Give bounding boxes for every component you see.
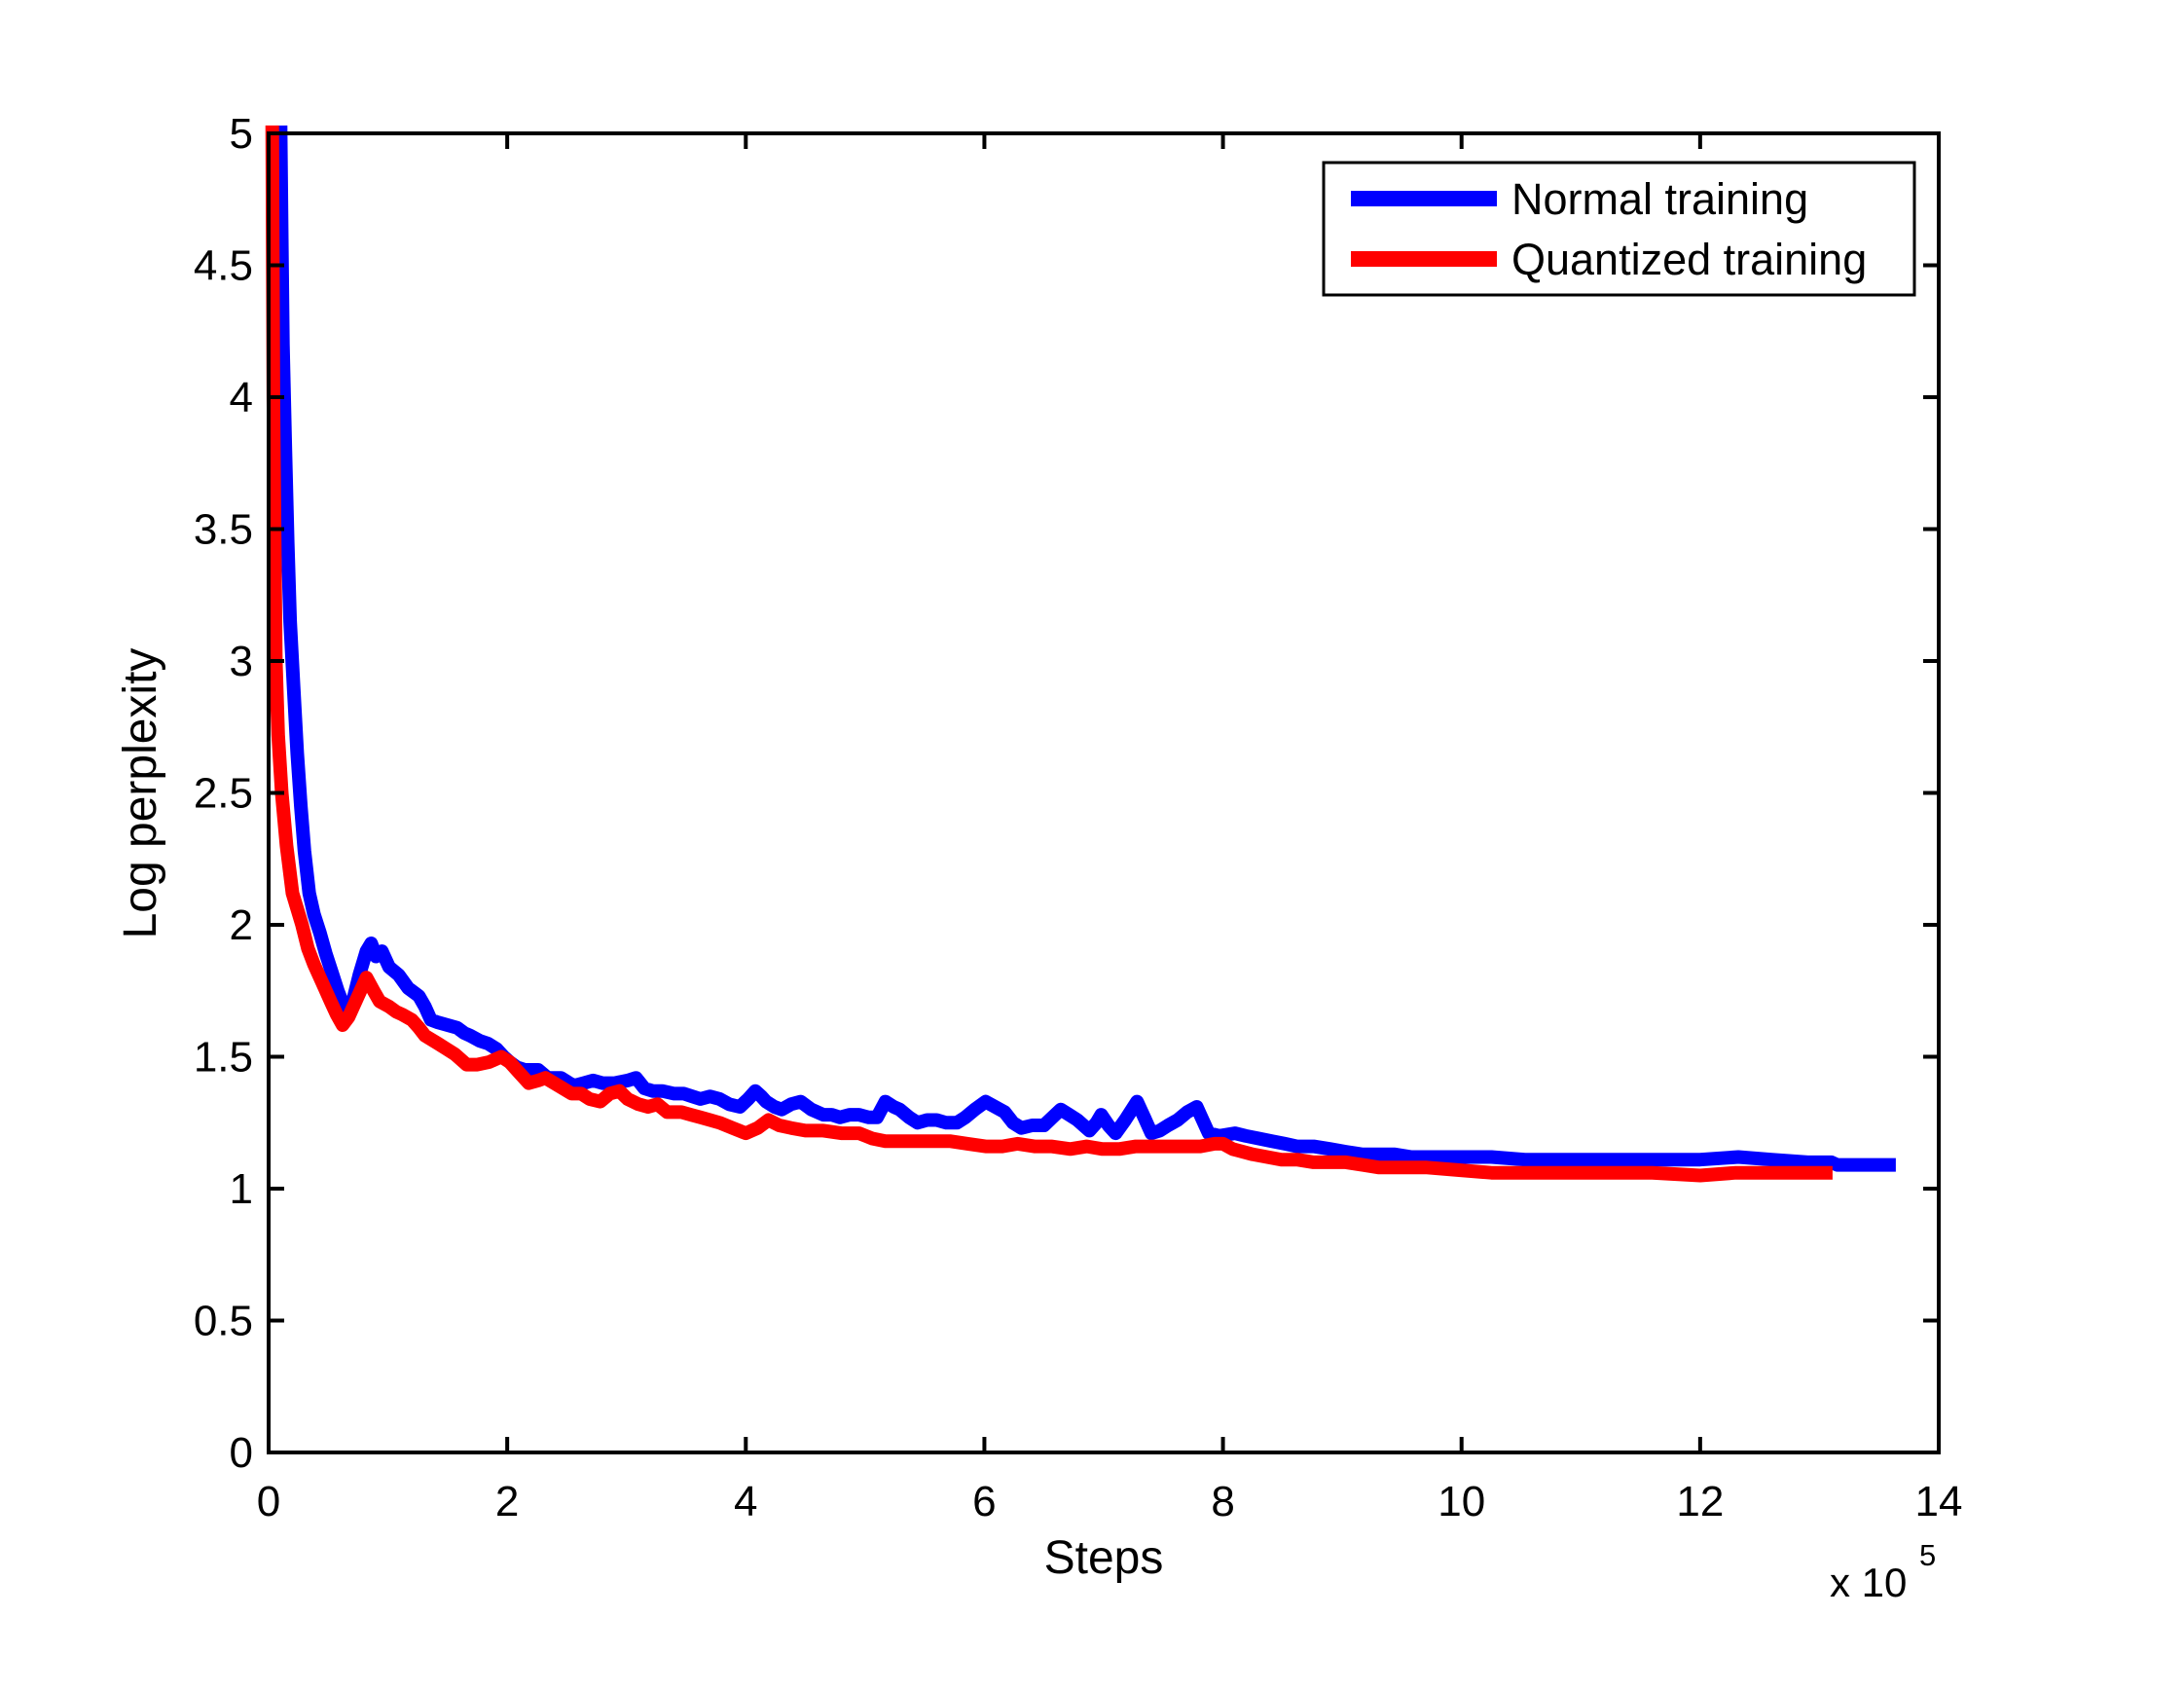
plot-border [267, 131, 1941, 1454]
y-tick-label: 3 [230, 638, 253, 685]
multiplier-exponent: 5 [1919, 1538, 1936, 1572]
y-tick-label: 3.5 [194, 506, 253, 554]
y-tick-label: 2 [230, 901, 253, 949]
y-tick-label: 0 [230, 1429, 253, 1477]
legend: Normal training Quantized training [1322, 161, 1916, 297]
y-tick-label: 4.5 [194, 242, 253, 290]
y-tick-label: 1 [230, 1165, 253, 1213]
x-tick-label: 6 [972, 1478, 996, 1525]
series-line-normal [273, 125, 1896, 1172]
y-axis-title: Log perplexity [115, 648, 166, 939]
x-axis-multiplier: x 10 5 [1830, 1538, 1936, 1605]
y-tick-label: 5 [230, 110, 253, 158]
y-tick-label: 1.5 [194, 1034, 253, 1082]
x-tick-label: 8 [1211, 1478, 1234, 1525]
x-tick-label: 2 [495, 1478, 519, 1525]
x-tick-label: 0 [257, 1478, 280, 1525]
multiplier-base: x 10 [1830, 1560, 1907, 1605]
y-tick-label: 2.5 [194, 770, 253, 818]
x-axis-title: Steps [1044, 1532, 1164, 1584]
y-axis-tick-labels: 0 0.5 1 1.5 2 2.5 3 3.5 4 4.5 5 [194, 110, 253, 1477]
x-axis-tick-labels: 0 2 4 6 8 10 12 14 [257, 1478, 1963, 1525]
x-tick-label: 12 [1676, 1478, 1724, 1525]
x-tick-label: 10 [1438, 1478, 1485, 1525]
x-tick-label: 4 [734, 1478, 757, 1525]
series-line-quantized [265, 125, 1833, 1183]
y-tick-label: 4 [230, 374, 253, 422]
legend-box [1322, 161, 1916, 297]
legend-label-quantized: Quantized training [1511, 235, 1867, 284]
plot-curves [265, 125, 1896, 1183]
y-tick-label: 0.5 [194, 1298, 253, 1345]
legend-label-normal: Normal training [1511, 174, 1808, 224]
axis-ticks [267, 131, 1941, 1454]
x-tick-label: 14 [1915, 1478, 1963, 1525]
